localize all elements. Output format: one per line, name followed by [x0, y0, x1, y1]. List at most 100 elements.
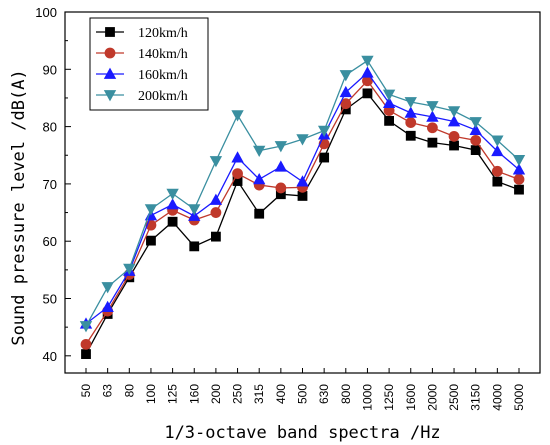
data-point-triangle-up	[296, 175, 309, 187]
data-point-triangle-up	[382, 96, 396, 109]
data-point-circle	[232, 168, 243, 179]
y-tick-label: 90	[43, 62, 57, 77]
legend-entry: 200km/h	[96, 89, 188, 104]
data-point-triangle-up	[231, 151, 244, 163]
data-point-triangle-down	[361, 55, 374, 68]
data-point-triangle-up	[491, 144, 504, 157]
data-point-circle	[275, 182, 287, 194]
data-point-triangle-down	[491, 135, 504, 147]
x-tick-label: 630	[317, 384, 331, 404]
data-point-triangle-down	[382, 89, 396, 101]
data-point-triangle-down	[447, 106, 461, 118]
data-point-triangle-down	[404, 97, 417, 109]
data-point-triangle-down	[469, 117, 482, 129]
data-point-square	[492, 176, 503, 187]
x-tick-label: 63	[101, 384, 115, 398]
data-point-triangle-down	[103, 90, 117, 102]
data-point-square	[384, 115, 395, 126]
x-tick-label: 100	[144, 384, 158, 404]
data-point-triangle-up	[339, 85, 352, 98]
data-point-square	[405, 130, 416, 141]
data-point-triangle-down	[512, 154, 526, 167]
data-point-circle	[405, 117, 417, 128]
data-point-triangle-up	[361, 66, 374, 78]
data-point-triangle-down	[144, 204, 158, 216]
data-point-square	[297, 191, 308, 201]
data-point-triangle-down	[231, 110, 244, 122]
data-point-triangle-up	[101, 300, 114, 313]
legend-entry: 160km/h	[96, 67, 188, 83]
x-tick-label: 4000	[490, 384, 504, 411]
x-tick-label: 200	[209, 384, 223, 404]
data-point-square	[167, 216, 178, 227]
data-point-triangle-down	[296, 134, 309, 146]
x-tick-label: 800	[339, 384, 353, 404]
legend-label: 120km/h	[138, 26, 188, 41]
x-tick-label: 160	[187, 384, 201, 404]
x-tick-label: 125	[166, 384, 180, 404]
y-tick-label: 40	[43, 349, 57, 364]
data-point-triangle-down	[426, 101, 439, 113]
data-point-square	[210, 231, 221, 242]
data-point-square	[362, 88, 373, 99]
data-point-square	[105, 27, 115, 37]
data-point-triangle-up	[209, 193, 223, 205]
legend-entry: 140km/h	[96, 47, 188, 62]
data-point-triangle-down	[317, 125, 331, 137]
data-point-square	[319, 152, 330, 163]
x-tick-label: 500	[296, 384, 310, 404]
data-point-triangle-up	[188, 209, 201, 221]
y-tick-label: 100	[35, 5, 57, 20]
y-tick-label: 50	[43, 292, 57, 307]
data-point-circle	[426, 122, 438, 134]
data-point-triangle-up	[404, 106, 417, 118]
data-point-triangle-up	[253, 172, 266, 185]
data-point-triangle-down	[79, 321, 93, 333]
series-200km/h	[79, 55, 526, 333]
data-point-circle	[80, 338, 92, 350]
data-point-triangle-down	[209, 156, 223, 168]
data-point-triangle-up	[166, 198, 179, 210]
data-point-triangle-down	[166, 188, 179, 200]
data-point-triangle-down	[101, 282, 114, 294]
data-point-square	[189, 241, 200, 252]
legend-entry: 120km/h	[96, 26, 188, 41]
x-tick-label: 315	[252, 384, 266, 404]
y-tick-label: 70	[43, 177, 57, 192]
data-point-triangle-up	[426, 110, 439, 122]
data-point-circle	[491, 165, 503, 177]
x-axis: 50 63 80 100 125 160 200 250 315 400 500 630 800 1000…	[79, 368, 526, 411]
data-point-circle	[318, 138, 330, 150]
data-point-square	[514, 184, 524, 195]
data-point-triangle-up	[469, 123, 482, 135]
legend-label: 140km/h	[138, 47, 188, 62]
data-point-circle	[104, 47, 116, 59]
data-point-triangle-up	[512, 163, 526, 175]
data-point-triangle-up	[274, 160, 288, 172]
data-point-square	[427, 137, 438, 148]
x-tick-label: 2000	[425, 384, 439, 411]
x-tick-label: 400	[274, 384, 288, 404]
data-point-circle	[210, 207, 222, 218]
y-tick-label: 80	[43, 120, 57, 135]
data-point-triangle-down	[339, 70, 352, 82]
x-tick-label: 5000	[512, 384, 526, 411]
legend-label: 160km/h	[138, 68, 188, 83]
x-tick-label: 2500	[447, 384, 461, 411]
legend: 120km/h 140km/h 160km/h 200km/h	[89, 17, 209, 111]
data-point-square	[449, 140, 459, 151]
data-point-triangle-down	[274, 141, 288, 153]
x-tick-label: 1600	[404, 384, 418, 411]
data-point-square	[146, 235, 156, 246]
x-tick-label: 1000	[360, 384, 374, 411]
x-tick-label: 250	[231, 384, 245, 404]
data-point-triangle-down	[123, 263, 136, 276]
series-140km/h	[80, 75, 525, 350]
series-layer	[79, 55, 526, 359]
data-point-triangle-down	[253, 145, 266, 157]
data-point-square	[470, 145, 481, 155]
x-tick-label: 1250	[382, 384, 396, 411]
y-axis: 40 50 60 70 80 90 100	[35, 5, 71, 364]
data-point-triangle-down	[188, 204, 201, 216]
